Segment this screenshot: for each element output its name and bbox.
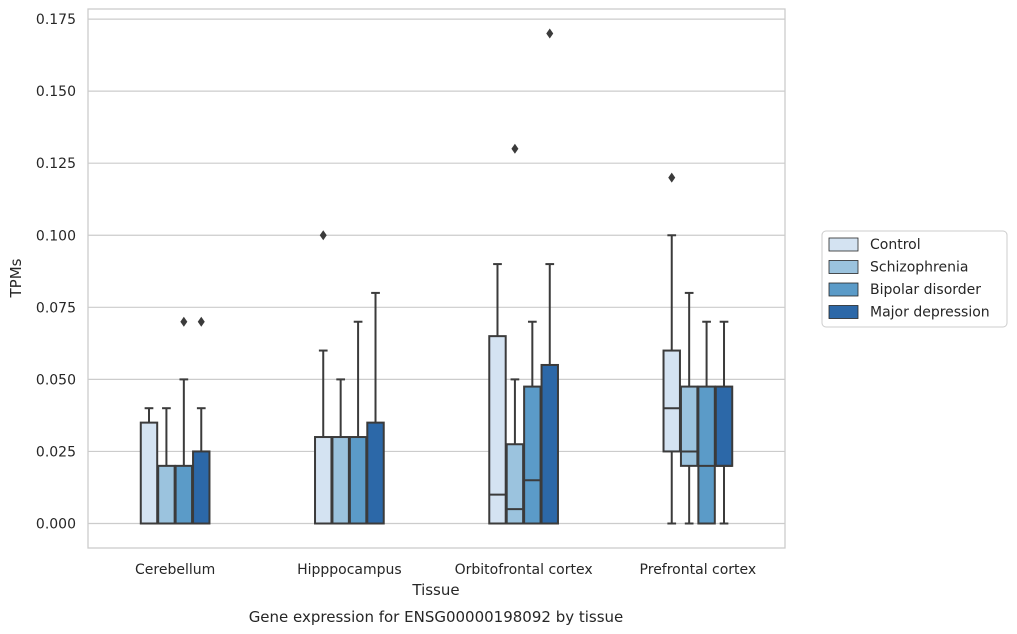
box-body (348, 436, 368, 525)
series-bipolar-disorder (174, 316, 716, 525)
legend-swatch (828, 260, 859, 274)
outlier-point (511, 143, 519, 154)
legend: Control Schizophrenia Bipolar disorder Majo… (821, 230, 1008, 328)
chart-caption: Gene expression for ENSG00000198092 by t… (249, 608, 624, 626)
box-body (540, 363, 559, 525)
legend-label: Bipolar disorder (870, 282, 981, 298)
legend-frame (821, 230, 1008, 328)
x-axis-label: Tissue (411, 581, 459, 599)
series-control (139, 172, 681, 525)
box-series (139, 28, 734, 525)
box-body (679, 385, 699, 467)
legend-item: Schizophrenia (828, 260, 968, 276)
box-body (139, 421, 159, 525)
outlier-point (668, 172, 676, 183)
legend-item: Major depression (828, 305, 990, 321)
outlier-point (319, 230, 327, 241)
legend-swatch (828, 282, 859, 297)
box-body (331, 436, 350, 525)
x-tick-label: Hipppocampus (297, 562, 402, 578)
box (192, 316, 211, 525)
x-tick-labels: Cerebellum Hipppocampus Orbitofrontal cort… (135, 562, 756, 578)
box (174, 316, 194, 525)
box-body (662, 349, 681, 453)
y-tick-label: 0.125 (36, 156, 76, 172)
box (139, 407, 159, 525)
x-tick-label: Orbitofrontal cortex (455, 562, 593, 578)
legend-label: Schizophrenia (870, 260, 968, 276)
box-body (714, 385, 734, 467)
box (523, 320, 542, 525)
box (714, 320, 734, 525)
legend-swatch (828, 305, 859, 319)
y-tick-label: 0.050 (36, 372, 76, 388)
box (540, 28, 559, 525)
y-tick-label: 0.150 (36, 84, 76, 100)
y-tick-labels: 0.000 0.025 0.050 0.075 0.100 0.125 0.150 0.175 (36, 12, 76, 532)
box (157, 407, 176, 525)
box-body (174, 464, 194, 525)
box-body (523, 385, 542, 525)
box (505, 143, 525, 525)
box-body (157, 464, 176, 525)
box-body (505, 443, 525, 525)
box-body (697, 385, 716, 525)
box (314, 230, 333, 525)
series-schizophrenia (157, 143, 699, 525)
outlier-point (180, 316, 188, 327)
box-body (192, 450, 211, 525)
legend-item: Bipolar disorder (828, 282, 981, 298)
box (697, 320, 716, 525)
box (331, 378, 350, 525)
x-tick-label: Cerebellum (135, 562, 215, 578)
y-axis-label: TPMs (7, 258, 25, 298)
legend-swatch (828, 237, 859, 252)
series-major-depression (192, 28, 734, 525)
legend-item: Control (828, 237, 921, 253)
y-tick-label: 0.000 (36, 517, 76, 533)
box-body (314, 436, 333, 525)
box (662, 172, 681, 525)
box-body (488, 335, 507, 525)
plot-frame (87, 8, 786, 549)
box-body (366, 421, 385, 525)
box (488, 263, 507, 525)
outlier-point (546, 28, 554, 39)
y-tick-label: 0.175 (36, 12, 76, 28)
box (679, 291, 699, 525)
y-tick-label: 0.100 (36, 228, 76, 244)
legend-label: Major depression (870, 305, 990, 321)
y-tick-label: 0.025 (36, 444, 76, 460)
outlier-point (197, 316, 205, 327)
x-tick-label: Prefrontal cortex (640, 562, 757, 578)
box (366, 291, 385, 525)
box (348, 320, 368, 525)
legend-label: Control (870, 237, 921, 253)
y-tick-label: 0.075 (36, 300, 76, 316)
